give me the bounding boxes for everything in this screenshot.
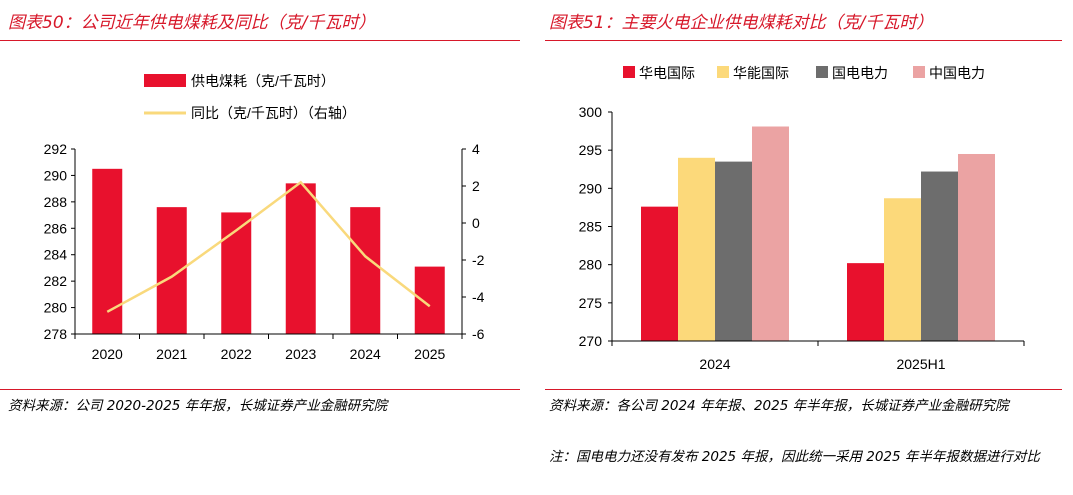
left-panel: 图表50：公司近年供电煤耗及同比（克/千瓦时） 供电煤耗（克/千瓦时） 同比（克/…: [0, 0, 528, 495]
legend-label-3: 国电电力: [832, 65, 888, 81]
y-tick-label: 290: [44, 167, 68, 183]
bar-2024-4: [752, 126, 789, 342]
x-tick-label: 2020: [92, 346, 123, 362]
x-tick-label: 2025: [414, 346, 445, 362]
right-panel: 图表51：主要火电企业供电煤耗对比（克/千瓦时） 华电国际 华能国际 国电电力 中国电…: [545, 0, 1073, 495]
chart51-title: 图表51：主要火电企业供电煤耗对比（克/千瓦时）: [549, 13, 934, 33]
chart50-source: 资料来源：公司 2020-2025 年年报，长城证券产业金融研究院: [8, 398, 388, 414]
y-tick-label: 290: [579, 180, 603, 196]
legend-swatch-3: [816, 66, 828, 78]
x-tick-label: 2024: [699, 356, 730, 372]
y-tick-label: 280: [579, 257, 603, 273]
y2-tick-label: -2: [472, 252, 485, 268]
y2-tick-label: 0: [472, 215, 480, 231]
bar-2020: [92, 168, 123, 334]
legend-label-4: 中国电力: [929, 65, 985, 81]
title-rule: [0, 40, 520, 41]
y-tick-label: 284: [44, 247, 68, 263]
legend-swatch-2: [717, 66, 729, 78]
y-tick-label: 285: [579, 219, 603, 235]
legend-label-coal-consumption: 供电煤耗（克/千瓦时）: [191, 73, 335, 89]
y-tick-label: 295: [579, 142, 603, 158]
chart50-title: 图表50：公司近年供电煤耗及同比（克/千瓦时）: [8, 13, 376, 33]
y2-tick-label: 4: [472, 141, 480, 157]
y-tick-label: 275: [579, 295, 603, 311]
y-tick-label: 270: [579, 333, 603, 349]
bar-2025H1-3: [921, 171, 958, 341]
source-rule: [0, 389, 520, 390]
coal-consumption-chart: 供电煤耗（克/千瓦时） 同比（克/千瓦时）（右轴） 278 280 282 284 286 2…: [44, 73, 485, 362]
legend-label-1: 华电国际: [639, 65, 695, 81]
bar-2023: [285, 183, 316, 334]
bar-2025: [414, 266, 445, 334]
y-tick-label: 278: [44, 326, 68, 342]
title-rule: [545, 40, 1062, 41]
y2-tick-label: -6: [472, 326, 485, 342]
legend-swatch-coal-consumption: [144, 74, 186, 87]
bar-2024-1: [641, 206, 678, 341]
yoy-line: [106, 180, 431, 313]
y2-tick-label: 2: [472, 178, 480, 194]
bar-2025H1-4: [958, 153, 995, 341]
y-tick-label: 292: [44, 141, 68, 157]
x-tick-label: 2024: [350, 346, 381, 362]
x-tick-label: 2021: [156, 346, 187, 362]
y-tick-label: 282: [44, 273, 68, 289]
bar-2025H1-1: [847, 263, 884, 341]
bar-2024-3: [715, 161, 752, 341]
x-tick-label: 2025H1: [896, 356, 945, 372]
y-tick-label: 300: [579, 104, 603, 120]
x-tick-label: 2023: [285, 346, 316, 362]
peer-comparison-chart: 华电国际 华能国际 国电电力 中国电力 270 275 280 285 290 295 300 202…: [579, 65, 1025, 372]
chart51-source: 资料来源：各公司 2024 年年报、2025 年半年报，长城证券产业金融研究院: [549, 398, 1009, 414]
y-tick-label: 286: [44, 220, 68, 236]
y2-tick-label: -4: [472, 289, 485, 305]
source-rule: [545, 389, 1062, 390]
y-tick-label: 288: [44, 194, 68, 210]
y-tick-label: 280: [44, 300, 68, 316]
bar-2022: [221, 212, 252, 334]
chart51-note: 注：国电电力还没有发布 2025 年报，因此统一采用 2025 年半年报数据进行…: [549, 449, 1040, 465]
bar-2024: [350, 207, 381, 334]
bar-2025H1-2: [884, 198, 921, 341]
bar-2024-2: [678, 157, 715, 341]
x-tick-label: 2022: [221, 346, 252, 362]
legend-label-yoy: 同比（克/千瓦时）（右轴）: [191, 105, 356, 121]
legend-label-2: 华能国际: [733, 65, 789, 81]
legend-swatch-4: [913, 66, 925, 78]
legend-swatch-1: [623, 66, 635, 78]
